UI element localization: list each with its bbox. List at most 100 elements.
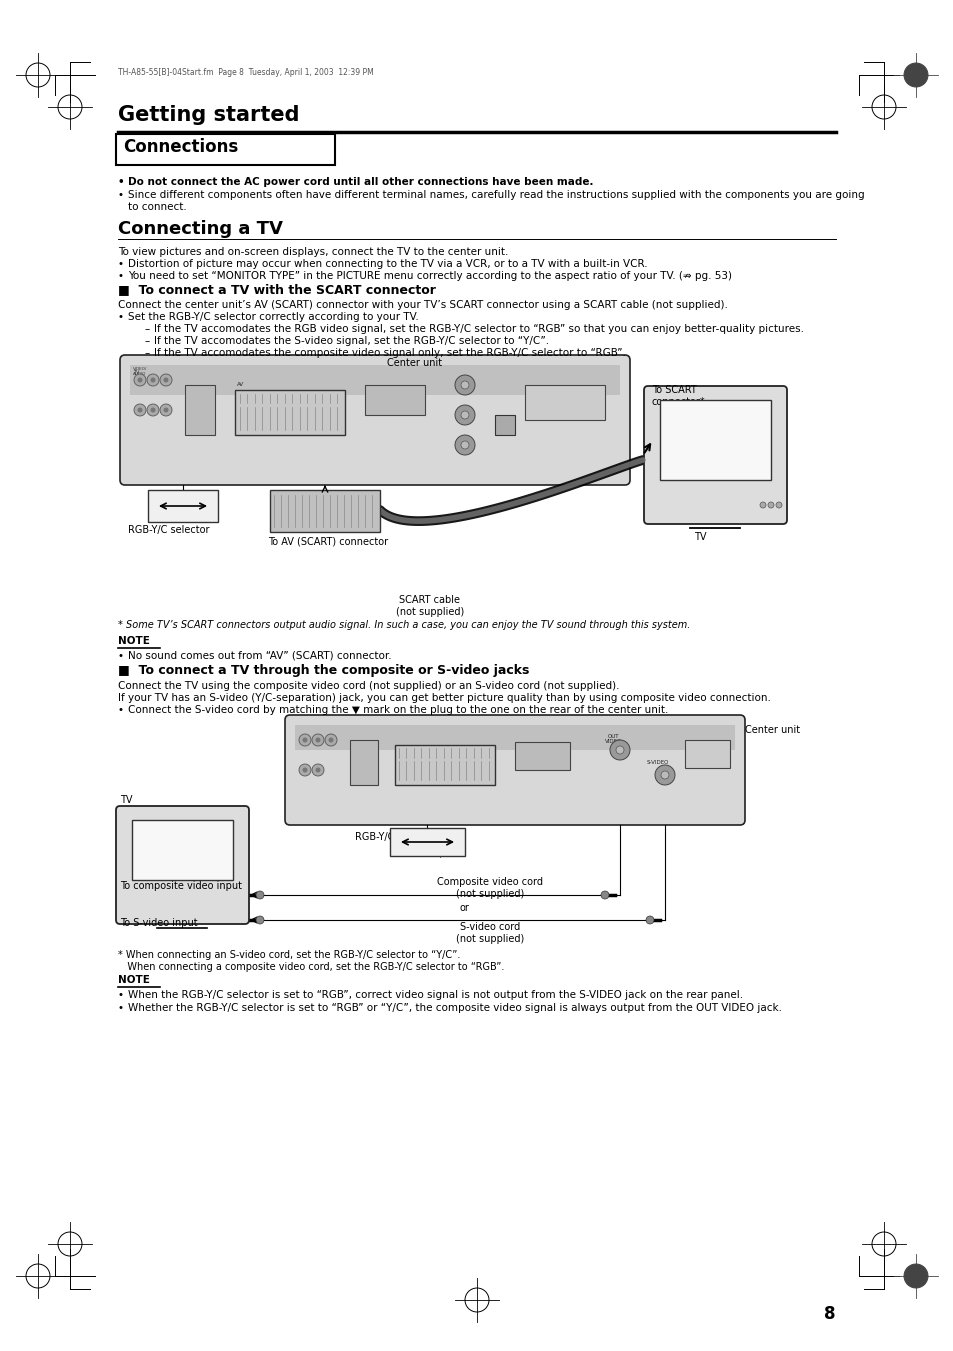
Text: SCART cable
(not supplied): SCART cable (not supplied) [395, 594, 464, 616]
Bar [524, 385, 604, 420]
Text: •: • [118, 312, 124, 322]
Text: To AV (SCART) connector: To AV (SCART) connector [268, 536, 388, 547]
Text: Connecting a TV: Connecting a TV [118, 220, 283, 238]
Circle shape [460, 440, 469, 449]
Text: VIDEO: VIDEO [604, 739, 621, 744]
Text: Center unit: Center unit [744, 725, 800, 735]
Circle shape [302, 767, 307, 773]
Text: RGB-Y/C selector: RGB-Y/C selector [128, 526, 210, 535]
Text: Connections: Connections [123, 138, 238, 155]
Text: S-video cord
(not supplied): S-video cord (not supplied) [456, 921, 523, 943]
Circle shape [609, 740, 629, 761]
Bar [350, 740, 377, 785]
Text: TH-A85-55[B]-04Start.fm  Page 8  Tuesday, April 1, 2003  12:39 PM: TH-A85-55[B]-04Start.fm Page 8 Tuesday, … [118, 68, 374, 77]
Bar [495, 415, 515, 435]
Text: Connect the center unit’s AV (SCART) connector with your TV’s SCART connector us: Connect the center unit’s AV (SCART) con… [118, 300, 727, 309]
Text: To S-video input: To S-video input [120, 917, 197, 928]
Text: If the TV accomodates the S-video signal, set the RGB-Y/C selector to “Y/C”.: If the TV accomodates the S-video signal… [153, 336, 549, 346]
Bar [294, 725, 734, 750]
Text: ■  To connect a TV with the SCART connector: ■ To connect a TV with the SCART connect… [118, 282, 436, 296]
Text: RGB: RGB [152, 517, 168, 523]
Bar [148, 490, 218, 521]
Circle shape [460, 411, 469, 419]
Circle shape [163, 377, 169, 382]
Text: Connect the S-video cord by matching the ▼ mark on the plug to the one on the re: Connect the S-video cord by matching the… [128, 705, 668, 715]
Text: Composite video cord
(not supplied): Composite video cord (not supplied) [436, 877, 542, 898]
Text: RGB: RGB [395, 852, 410, 858]
Circle shape [655, 765, 675, 785]
Text: –: – [145, 324, 150, 334]
Text: Getting started: Getting started [118, 105, 299, 126]
Circle shape [255, 916, 264, 924]
Bar [365, 385, 424, 415]
Text: •: • [118, 177, 125, 186]
Text: Y/C: Y/C [190, 517, 201, 523]
Text: •: • [118, 272, 124, 281]
Text: You need to set “MONITOR TYPE” in the PICTURE menu correctly according to the as: You need to set “MONITOR TYPE” in the PI… [128, 272, 731, 281]
Text: ~ AC IN: ~ AC IN [533, 394, 559, 401]
FancyBboxPatch shape [120, 355, 629, 485]
Text: Whether the RGB-Y/C selector is set to “RGB” or “Y/C”, the composite video signa: Whether the RGB-Y/C selector is set to “… [128, 1002, 781, 1013]
Text: S-VIDEO: S-VIDEO [646, 761, 669, 765]
Circle shape [328, 738, 334, 743]
FancyBboxPatch shape [643, 386, 786, 524]
Circle shape [137, 377, 142, 382]
Text: If the TV accomodates the RGB video signal, set the RGB-Y/C selector to “RGB” so: If the TV accomodates the RGB video sign… [153, 324, 803, 334]
Circle shape [312, 734, 324, 746]
Circle shape [163, 408, 169, 412]
Text: to connect.: to connect. [128, 203, 187, 212]
Text: NOTE: NOTE [118, 636, 150, 646]
Text: To composite video input: To composite video input [120, 881, 242, 892]
Text: Connect the TV using the composite video cord (not supplied) or an S-video cord : Connect the TV using the composite video… [118, 681, 618, 690]
Bar [515, 742, 569, 770]
Text: RGB-Y/C selector*: RGB-Y/C selector* [355, 832, 441, 842]
Text: Since different components often have different terminal names, carefully read t: Since different components often have di… [128, 190, 863, 200]
Text: –: – [145, 336, 150, 346]
Text: When the RGB-Y/C selector is set to “RGB”, correct video signal is not output fr: When the RGB-Y/C selector is set to “RGB… [128, 990, 742, 1000]
Circle shape [660, 771, 668, 780]
Text: If your TV has an S-video (Y/C-separation) jack, you can get better picture qual: If your TV has an S-video (Y/C-separatio… [118, 693, 770, 703]
Text: •: • [118, 651, 124, 661]
Text: TV: TV [120, 794, 132, 805]
Text: To view pictures and on-screen displays, connect the TV to the center unit.: To view pictures and on-screen displays,… [118, 247, 508, 257]
Text: When connecting a composite video cord, set the RGB-Y/C selector to “RGB”.: When connecting a composite video cord, … [118, 962, 504, 971]
Circle shape [775, 503, 781, 508]
Text: Set the RGB-Y/C selector correctly according to your TV.: Set the RGB-Y/C selector correctly accor… [128, 312, 418, 322]
Text: * When connecting an S-video cord, set the RGB-Y/C selector to “Y/C”.: * When connecting an S-video cord, set t… [118, 950, 460, 961]
Circle shape [298, 734, 311, 746]
Circle shape [151, 408, 155, 412]
Circle shape [147, 404, 159, 416]
Text: * Some TV’s SCART connectors output audio signal. In such a case, you can enjoy : * Some TV’s SCART connectors output audi… [118, 620, 690, 630]
Bar [390, 828, 464, 857]
Text: TV: TV [693, 532, 705, 542]
Bar [659, 400, 770, 480]
Text: NOTE: NOTE [118, 975, 150, 985]
Circle shape [315, 767, 320, 773]
Text: To SCART
connector*: To SCART connector* [651, 385, 705, 407]
Bar [130, 365, 619, 394]
Bar [185, 385, 214, 435]
Circle shape [460, 381, 469, 389]
Text: ~ AC IN: ~ AC IN [687, 748, 712, 753]
Circle shape [315, 738, 320, 743]
Circle shape [903, 63, 927, 86]
Text: No sound comes out from “AV” (SCART) connector.: No sound comes out from “AV” (SCART) con… [128, 651, 392, 661]
Text: or: or [459, 902, 470, 913]
Circle shape [455, 376, 475, 394]
Circle shape [133, 374, 146, 386]
Text: •: • [118, 1002, 124, 1013]
Text: 8: 8 [823, 1305, 835, 1323]
Text: –: – [145, 349, 150, 358]
Circle shape [616, 746, 623, 754]
Text: •: • [118, 705, 124, 715]
Bar [132, 820, 233, 880]
Text: Center unit: Center unit [387, 358, 442, 367]
Circle shape [312, 765, 324, 775]
Circle shape [455, 435, 475, 455]
Text: AV: AV [236, 382, 244, 386]
Circle shape [760, 503, 765, 508]
Circle shape [137, 408, 142, 412]
Circle shape [147, 374, 159, 386]
Text: OUT: OUT [607, 734, 618, 739]
Circle shape [645, 916, 654, 924]
